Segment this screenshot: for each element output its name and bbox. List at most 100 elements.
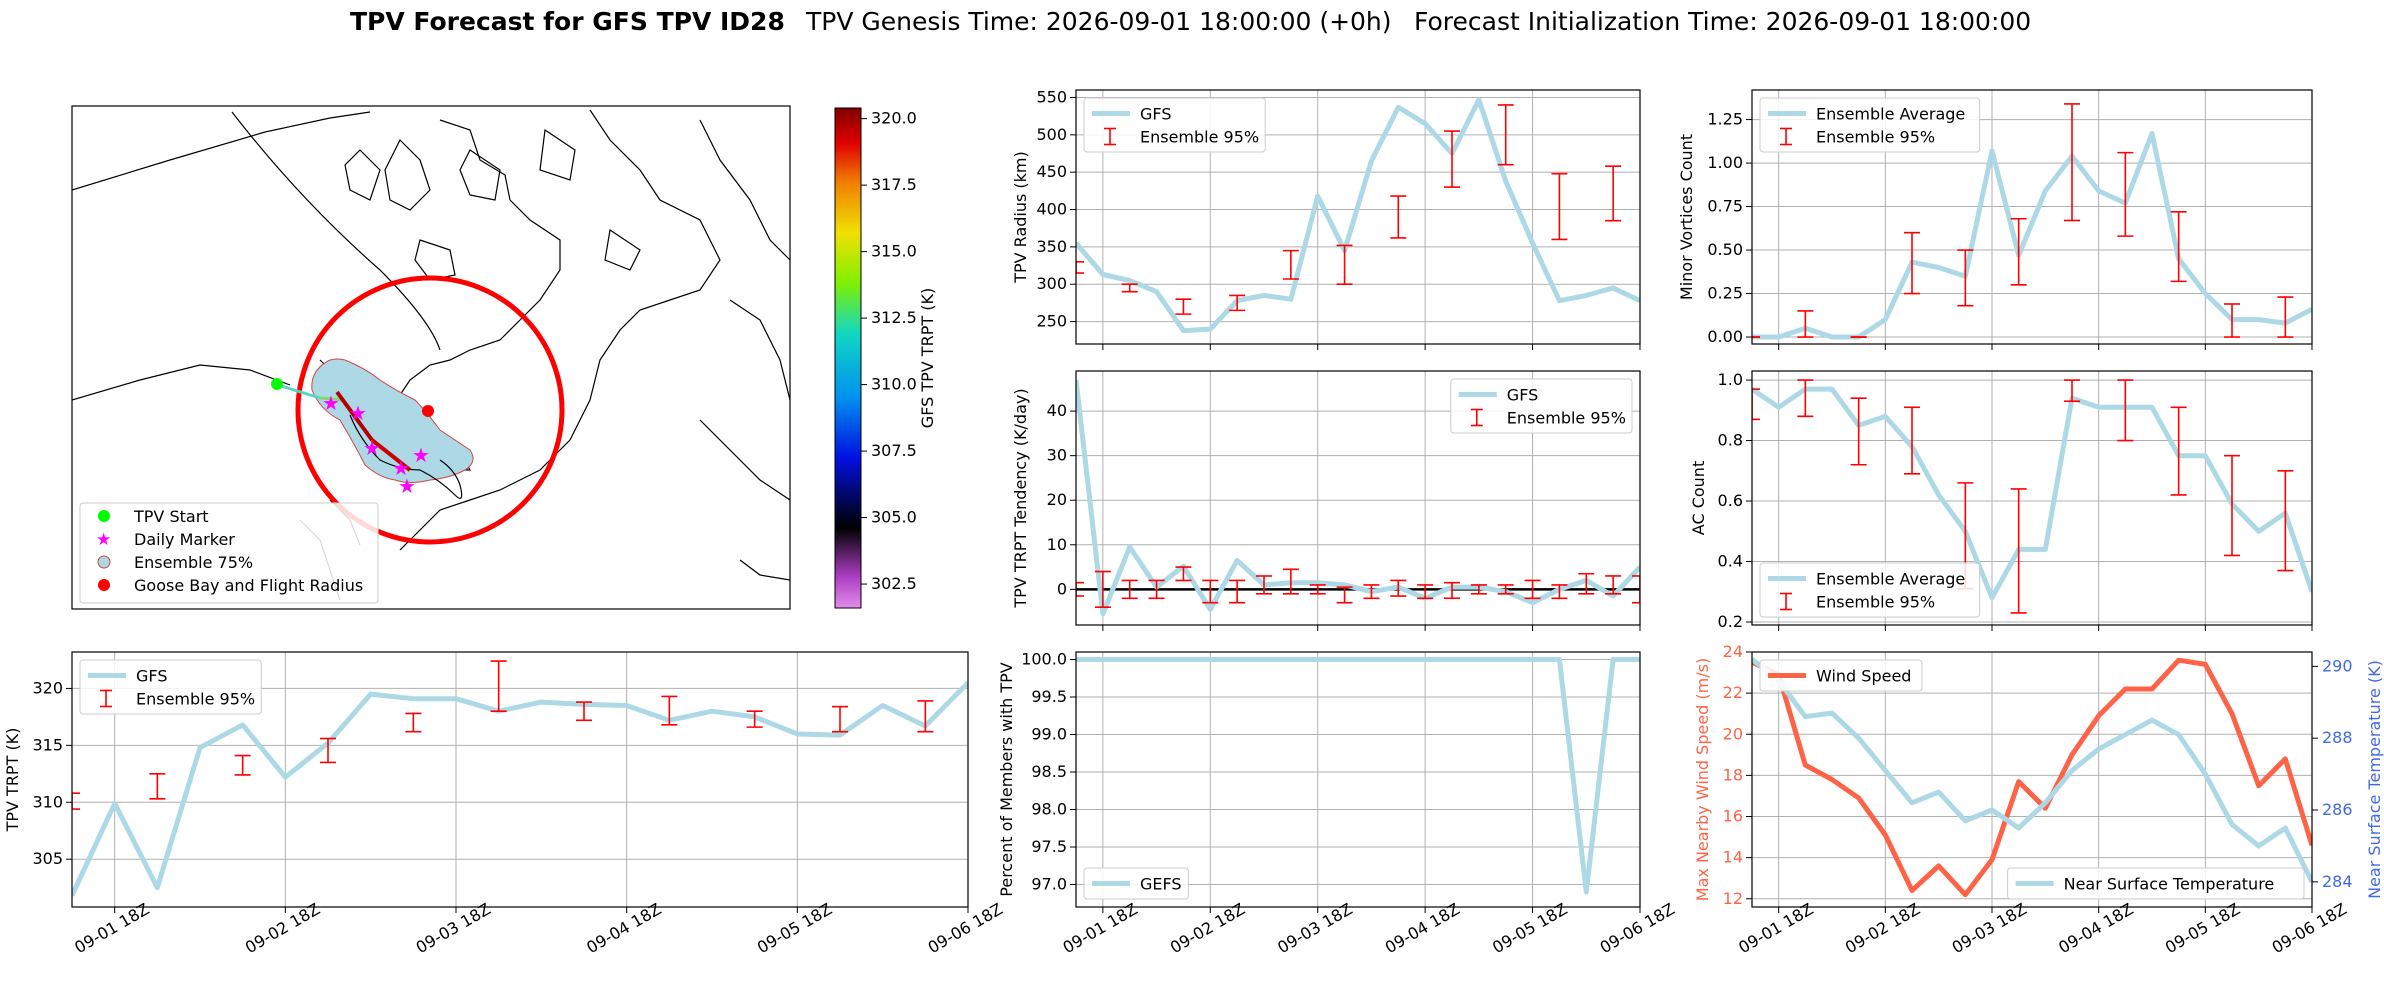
axes-frame bbox=[1751, 370, 2313, 626]
y-tick-label: 1.00 bbox=[1707, 153, 1743, 172]
axes-frame bbox=[1751, 651, 2313, 908]
legend-wind: Wind Speed bbox=[1759, 659, 1923, 692]
series-line-radius-0 bbox=[1076, 97, 1640, 334]
daily-marker-4: ★ bbox=[392, 456, 410, 480]
plot-area bbox=[1076, 97, 1640, 334]
y-tick-label: 0.50 bbox=[1707, 240, 1743, 259]
y-tick-label: 10 bbox=[1047, 535, 1067, 554]
legend-ens75-label: Ensemble 75% bbox=[134, 553, 253, 572]
series-line-minor-0 bbox=[1752, 131, 2312, 340]
figure-title: TPV Forecast for GFS TPV ID28 TPV Genesi… bbox=[350, 7, 2031, 36]
legend-daily-label: Daily Marker bbox=[134, 530, 235, 549]
y-tick-label: 0.25 bbox=[1707, 284, 1743, 303]
y-tick-label: 99.5 bbox=[1031, 687, 1067, 706]
legend-start-icon bbox=[98, 510, 110, 522]
plot-area bbox=[1076, 379, 1640, 617]
y-tick-label: 315 bbox=[32, 735, 63, 754]
legend-label: GEFS bbox=[1140, 875, 1182, 894]
tpv-start-marker bbox=[271, 378, 283, 390]
colorbar-ticks: 302.5 305.0 307.5 310.0 312.5 315.0 317.5 320.0 bbox=[861, 109, 917, 593]
y-tick-label: 0.75 bbox=[1707, 197, 1743, 216]
legend-trpt: GFS Ensemble 95% bbox=[79, 659, 262, 715]
map-legend-box bbox=[79, 502, 379, 604]
axes-frame bbox=[1075, 651, 1641, 908]
flight-radius-circle bbox=[295, 275, 565, 545]
y-tick-label-right: 288 bbox=[2322, 728, 2353, 747]
legend-members: GEFS bbox=[1083, 867, 1189, 900]
x-tick-label: 09-04 18Z bbox=[583, 899, 664, 957]
legend-ens75-icon bbox=[97, 555, 111, 569]
legend-box bbox=[1083, 867, 1189, 900]
x-tick-label: 09-03 18Z bbox=[413, 899, 494, 957]
goose-bay-marker bbox=[422, 405, 434, 417]
y-axis-label: Minor Vortices Count bbox=[1677, 134, 1696, 300]
daily-marker-2: ★ bbox=[349, 401, 367, 425]
legend-box bbox=[1759, 562, 1981, 618]
colorbar-tick-label: 305.0 bbox=[871, 508, 917, 527]
y-axis-label: TPV TRPT (K) bbox=[3, 728, 22, 833]
colorbar-tick-label: 310.0 bbox=[871, 375, 917, 394]
y-tick-label: 20 bbox=[1047, 490, 1067, 509]
y-tick-label: 18 bbox=[1723, 765, 1743, 784]
x-tick-label: 09-03 18Z bbox=[1949, 899, 2030, 957]
legend-minor: Ensemble Average Ensemble 95% bbox=[1759, 97, 1981, 153]
plot-area bbox=[1076, 657, 1640, 895]
colorbar: 302.5 305.0 307.5 310.0 312.5 315.0 317.5 320.0… bbox=[834, 107, 937, 609]
title-genesis: TPV Genesis Time: 2026-09-01 18:00:00 (+… bbox=[805, 7, 1392, 36]
y-tick-label: 98.5 bbox=[1031, 762, 1067, 781]
y-tick-label: 24 bbox=[1723, 642, 1743, 661]
axes-frame bbox=[1075, 370, 1641, 626]
chart-tendency: 0 10 20 30 40 TPV TRPT Tendency (K/day) GFS Ens… bbox=[1011, 370, 1641, 631]
y-axis-label: AC Count bbox=[1689, 461, 1708, 535]
legend-radius: GFS Ensemble 95% bbox=[1083, 97, 1266, 153]
y-tick-label-right: 286 bbox=[2322, 800, 2353, 819]
x-tick-label: 09-01 18Z bbox=[71, 899, 152, 957]
y-tick-label: 300 bbox=[1036, 274, 1067, 293]
legend-label: GFS bbox=[1140, 105, 1171, 124]
y-tick-label: 305 bbox=[32, 849, 63, 868]
x-tick-label: 09-04 18Z bbox=[1382, 899, 1463, 957]
axes-frame bbox=[1075, 89, 1641, 345]
x-tick-label: 09-05 18Z bbox=[1489, 899, 1570, 957]
daily-marker-3: ★ bbox=[363, 436, 381, 460]
errorbars-ac bbox=[1752, 379, 2294, 614]
daily-marker-6: ★ bbox=[398, 474, 416, 498]
series-line-wind-1 bbox=[1752, 657, 2312, 884]
errorbars-trpt bbox=[72, 660, 934, 810]
y-tick-label: 97.5 bbox=[1031, 837, 1067, 856]
daily-marker-1: ★ bbox=[322, 391, 340, 415]
x-tick-label: 09-06 18Z bbox=[925, 899, 1006, 957]
y-axis-label-right: Near Surface Temperature (K) bbox=[2365, 660, 2384, 899]
y-tick-label: 250 bbox=[1036, 312, 1067, 331]
daily-marker-5: ★ bbox=[412, 443, 430, 467]
legend-label: Ensemble 95% bbox=[136, 690, 255, 709]
map-legend: TPV Start ★ Daily Marker Ensemble 75% Go… bbox=[79, 502, 379, 604]
y-tick-label: 450 bbox=[1036, 162, 1067, 181]
y-tick-label: 12 bbox=[1723, 889, 1743, 908]
y-tick-label: 320 bbox=[32, 678, 63, 697]
x-tick-label: 09-06 18Z bbox=[1597, 899, 1678, 957]
y-tick-label: 350 bbox=[1036, 237, 1067, 256]
legend-start-label: TPV Start bbox=[133, 507, 209, 526]
legend-label: Near Surface Temperature bbox=[2064, 875, 2275, 894]
legend-label: Ensemble 95% bbox=[1507, 409, 1626, 428]
y-tick-label: 0.4 bbox=[1718, 552, 1743, 571]
y-tick-label: 20 bbox=[1723, 724, 1743, 743]
legend-goose-icon bbox=[98, 579, 110, 591]
colorbar-tick-label: 317.5 bbox=[871, 175, 917, 194]
y-axis-label: TPV Radius (km) bbox=[1011, 151, 1030, 284]
y-tick-label-right: 290 bbox=[2322, 656, 2353, 675]
x-tick-label: 09-03 18Z bbox=[1274, 899, 1355, 957]
x-tick-label: 09-06 18Z bbox=[2269, 899, 2350, 957]
chart-minor: 0.00 0.25 0.50 0.75 1.00 1.25 Minor Vortices C… bbox=[1677, 89, 2313, 350]
y-axis-label: Percent of Members with TPV bbox=[997, 662, 1016, 896]
legend-tendency: GFS Ensemble 95% bbox=[1450, 378, 1633, 434]
y-tick-label: 0.00 bbox=[1707, 327, 1743, 346]
map-coastlines bbox=[72, 109, 790, 601]
chart-trpt: 305 310 315 320 09-01 18Z 09-02 18Z 09-03 18Z 0… bbox=[3, 651, 1006, 957]
y-tick-label-right: 284 bbox=[2322, 872, 2353, 891]
y-tick-label: 0.8 bbox=[1718, 431, 1743, 450]
colorbar-tick-label: 315.0 bbox=[871, 242, 917, 261]
legend-wind: Near Surface Temperature bbox=[2007, 867, 2305, 900]
